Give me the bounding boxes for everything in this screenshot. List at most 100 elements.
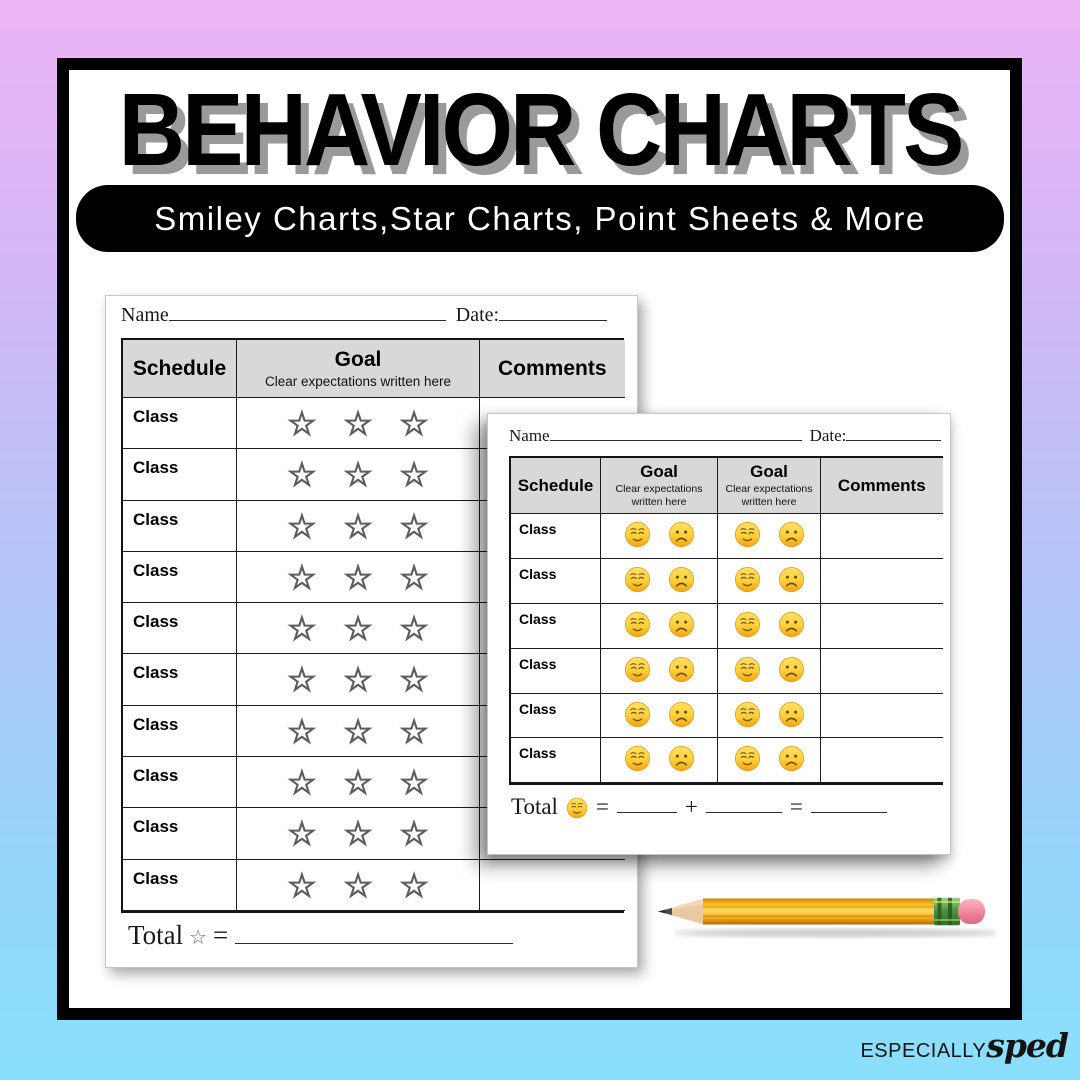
comments-cell xyxy=(821,738,943,784)
sad-face-icon xyxy=(668,745,695,772)
plus-sign: + xyxy=(684,794,698,819)
goal-faces-cell-1 xyxy=(601,648,718,694)
goal-faces-cell-2 xyxy=(718,603,821,649)
goal-faces-cell-2 xyxy=(718,738,821,784)
smiley-table: Schedule Goal Clear expectations written… xyxy=(509,456,943,786)
goal-faces-cell-2 xyxy=(718,558,821,604)
happy-face-icon xyxy=(734,611,761,638)
goal-faces-cell-2 xyxy=(718,693,821,739)
total-line-1 xyxy=(616,801,677,813)
logo-script: sped xyxy=(986,1026,1069,1065)
star-rating-icons: ☆ ☆ ☆ xyxy=(287,865,430,905)
goal-stars-cell: ☆ ☆ ☆ xyxy=(237,551,480,604)
sad-face-icon xyxy=(778,701,805,728)
goal-stars-cell: ☆ ☆ ☆ xyxy=(237,449,480,501)
schedule-cell: Class xyxy=(123,859,237,911)
happy-face-icon xyxy=(734,656,761,683)
date-line xyxy=(499,306,608,321)
sad-face-icon xyxy=(668,611,695,638)
pencil-image xyxy=(658,897,996,938)
star-rating-icons: ☆ ☆ ☆ xyxy=(287,557,430,597)
name-label: Name xyxy=(509,426,550,445)
total-line-3 xyxy=(810,801,887,813)
name-line xyxy=(549,428,802,441)
happy-face-icon xyxy=(734,521,761,548)
happy-face-icon xyxy=(624,521,651,548)
goal-faces-cell-1 xyxy=(601,738,718,784)
schedule-cell: Class xyxy=(123,500,237,552)
name-line xyxy=(168,306,446,321)
happy-face-icon xyxy=(624,745,651,772)
smiley-chart-page: Name Date: Schedule Goal Clear expectatio… xyxy=(487,413,951,855)
goal-stars-cell: ☆ ☆ ☆ xyxy=(237,654,480,706)
schedule-cell: Class xyxy=(511,603,601,649)
smiley-header-schedule: Schedule xyxy=(511,458,601,514)
name-label: Name xyxy=(121,304,169,326)
schedule-cell: Class xyxy=(123,808,237,860)
schedule-cell: Class xyxy=(511,558,601,604)
star-icon: ☆ xyxy=(189,925,208,949)
smiley-total-row: Total = + = xyxy=(511,794,887,820)
sad-face-icon xyxy=(668,701,695,728)
total-line-2 xyxy=(705,801,782,813)
goal-stars-cell: ☆ ☆ ☆ xyxy=(237,808,480,860)
happy-face-icon xyxy=(624,566,651,593)
goal-stars-cell: ☆ ☆ ☆ xyxy=(237,398,480,450)
subtitle-text: Smiley Charts,Star Charts, Point Sheets … xyxy=(154,199,926,237)
schedule-cell: Class xyxy=(123,654,237,706)
date-line xyxy=(846,428,942,441)
subtitle-banner: Smiley Charts,Star Charts, Point Sheets … xyxy=(76,185,1004,252)
logo-caps: ESPECIALLY xyxy=(860,1040,987,1062)
star-header-comments: Comments xyxy=(480,340,625,398)
comments-cell xyxy=(821,558,943,604)
total-label: Total xyxy=(128,920,184,950)
star-rating-icons: ☆ ☆ ☆ xyxy=(287,403,430,443)
goal-stars-cell: ☆ ☆ ☆ xyxy=(237,500,480,552)
sad-face-icon xyxy=(778,521,805,548)
schedule-cell: Class xyxy=(511,648,601,694)
equals-sign: = xyxy=(595,794,609,819)
comments-cell xyxy=(480,859,625,911)
star-name-row: Name Date: xyxy=(121,304,608,327)
goal-faces-cell-1 xyxy=(601,693,718,739)
goal-faces-cell-2 xyxy=(718,648,821,694)
sad-face-icon xyxy=(778,611,805,638)
smiley-header-comments: Comments xyxy=(821,458,943,514)
equals-sign: = xyxy=(789,794,803,819)
schedule-cell: Class xyxy=(123,757,237,809)
sad-face-icon xyxy=(668,656,695,683)
happy-face-icon xyxy=(566,797,588,819)
especially-sped-logo: ESPECIALLY sped xyxy=(860,1026,1069,1076)
total-label: Total xyxy=(511,794,558,819)
schedule-cell: Class xyxy=(123,603,237,655)
happy-face-icon xyxy=(734,701,761,728)
star-total-row: Total ☆ = xyxy=(128,920,514,951)
goal-faces-cell-1 xyxy=(601,603,718,649)
page-title: BEHAVIOR CHARTS xyxy=(118,73,965,188)
schedule-cell: Class xyxy=(123,705,237,758)
smiley-header-goal-1: Goal Clear expectations written here xyxy=(601,458,718,514)
comments-cell xyxy=(821,693,943,739)
date-label: Date: xyxy=(455,304,500,326)
happy-face-icon xyxy=(734,566,761,593)
schedule-cell: Class xyxy=(511,514,601,559)
happy-face-icon xyxy=(734,745,761,772)
schedule-cell: Class xyxy=(123,398,237,450)
star-rating-icons: ☆ ☆ ☆ xyxy=(287,762,430,803)
star-rating-icons: ☆ ☆ ☆ xyxy=(287,814,430,854)
star-rating-icons: ☆ ☆ ☆ xyxy=(287,455,430,495)
star-rating-icons: ☆ ☆ ☆ xyxy=(287,711,430,751)
date-label: Date: xyxy=(809,426,847,445)
comments-cell xyxy=(821,648,943,694)
goal-faces-cell-1 xyxy=(601,514,718,559)
smiley-header-goal-2: Goal Clear expectations written here xyxy=(718,458,821,514)
total-line xyxy=(235,929,514,944)
star-header-goal: Goal Clear expectations written here xyxy=(237,340,480,398)
goal-faces-cell-2 xyxy=(718,514,821,559)
happy-face-icon xyxy=(624,611,651,638)
comments-cell xyxy=(821,514,943,559)
happy-face-icon xyxy=(624,656,651,683)
goal-faces-cell-1 xyxy=(601,558,718,604)
sad-face-icon xyxy=(778,656,805,683)
star-rating-icons: ☆ ☆ ☆ xyxy=(287,609,430,649)
